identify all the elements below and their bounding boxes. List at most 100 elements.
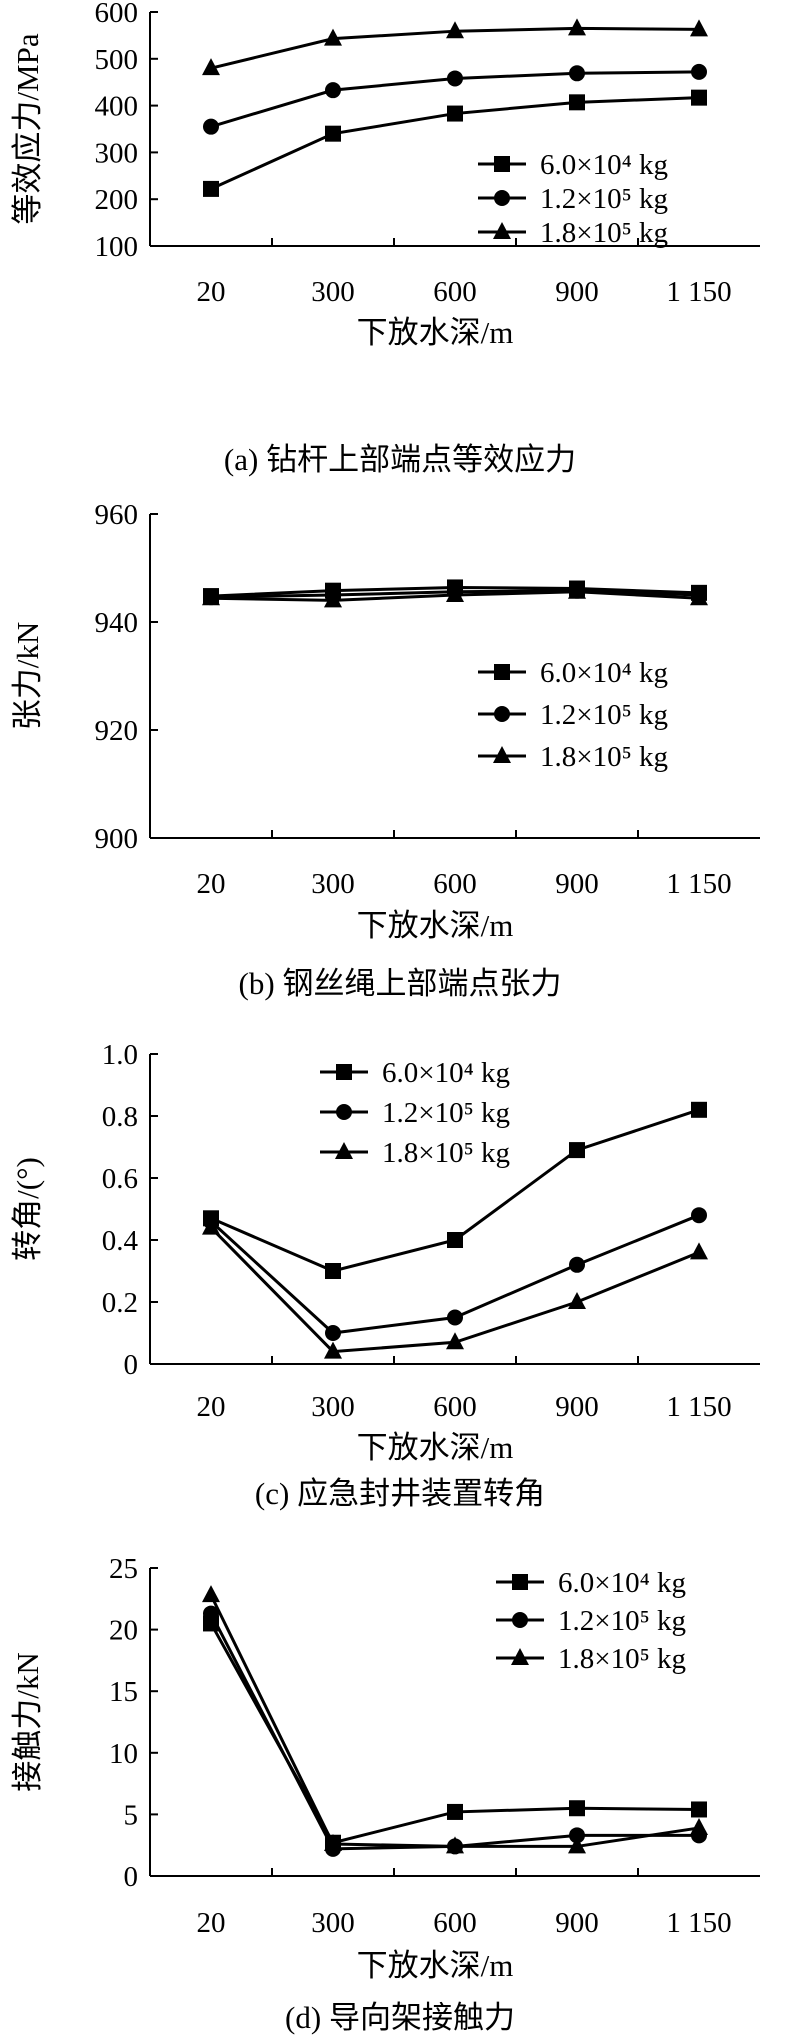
legend-c: 6.0×10⁴ kg 1.2×10⁵ kg 1.8×10⁵ kg (320, 1057, 510, 1169)
data-point (691, 63, 707, 80)
legend-label: 1.8×10⁵ kg (540, 217, 668, 249)
data-point (690, 1817, 708, 1835)
y-tick-label: 5 (124, 1799, 139, 1831)
x-axis-title: 下放水深/m (357, 315, 514, 350)
plot-area-a: 100 200 300 400 500 600 20 300 600 900 1 150 下放水深/m… (10, 0, 760, 350)
x-tick-label: 1 150 (666, 1907, 731, 1939)
data-point (202, 588, 220, 606)
data-point (324, 28, 342, 46)
y-tick-label: 900 (95, 823, 139, 855)
legend-label: 1.8×10⁵ kg (558, 1643, 686, 1675)
legend-label: 6.0×10⁴ kg (558, 1567, 686, 1599)
data-point (447, 1309, 463, 1326)
legend-marker (494, 190, 510, 206)
legend-item: 1.2×10⁵ kg (478, 699, 668, 731)
legend-item: 6.0×10⁴ kg (478, 657, 668, 689)
x-tick-label: 20 (197, 276, 226, 308)
series-a-2 (202, 18, 708, 76)
data-point (568, 581, 586, 599)
x-tick-label: 600 (433, 276, 477, 308)
data-point (447, 1232, 463, 1248)
x-tick-label: 300 (311, 868, 355, 900)
data-point (691, 1207, 707, 1224)
caption-c: (c) 应急封井装置转角 (254, 1476, 546, 1511)
data-point (446, 21, 464, 39)
y-tick-label: 1.0 (102, 1039, 138, 1071)
legend-label: 6.0×10⁴ kg (382, 1057, 510, 1089)
legend-marker (512, 1574, 528, 1590)
x-tick-label: 900 (555, 276, 599, 308)
y-axis-title: 转角/(°) (10, 1157, 45, 1261)
y-axis-title: 张力/kN (10, 622, 45, 731)
chart-panel-d: 0 5 10 15 20 25 20 300 600 900 1 150 下放水深/m 接触力/kN 6.… (0, 1520, 800, 2038)
caption-b: (b) 钢丝绳上部端点张力 (238, 966, 562, 1001)
x-axis-title: 下放水深/m (357, 908, 514, 943)
x-tick-label: 600 (433, 1907, 477, 1939)
legend-d: 6.0×10⁴ kg 1.2×10⁵ kg 1.8×10⁵ kg (496, 1567, 686, 1675)
y-tick-label: 940 (95, 607, 139, 639)
series-a-0 (203, 89, 707, 197)
legend-label: 1.8×10⁵ kg (540, 741, 668, 773)
data-point (690, 19, 708, 37)
chart-d-svg: 0 5 10 15 20 25 20 300 600 900 1 150 下放水深/m 接触力/kN 6.… (10, 1553, 760, 1983)
data-point (446, 585, 464, 602)
legend-item: 1.2×10⁵ kg (320, 1097, 510, 1129)
data-point (569, 1800, 585, 1817)
data-point (203, 118, 219, 135)
data-point (203, 1605, 219, 1622)
x-tick-label: 900 (555, 1907, 599, 1939)
y-tick-label: 0.6 (102, 1163, 138, 1195)
legend-item: 1.8×10⁵ kg (478, 217, 668, 249)
y-tick-label: 0.4 (102, 1225, 139, 1257)
series-a-1 (203, 63, 707, 135)
y-tick-label: 500 (95, 44, 139, 76)
legend-marker (336, 1104, 352, 1120)
y-tick-label: 0 (124, 1861, 139, 1893)
data-point (691, 89, 707, 106)
x-tick-label: 20 (197, 1391, 226, 1423)
plot-area-d: 0 5 10 15 20 25 20 300 600 900 1 150 下放水深/m 接触力/kN 6.… (10, 1553, 760, 1983)
series-d-2 (202, 1585, 708, 1854)
data-point (202, 1217, 220, 1235)
legend-marker (335, 1142, 353, 1159)
x-tick-label: 1 150 (666, 276, 731, 308)
data-point (691, 1101, 707, 1118)
series-b-2 (202, 581, 708, 608)
legend-label: 1.2×10⁵ kg (540, 699, 668, 731)
x-tick-label: 300 (311, 1907, 355, 1939)
y-tick-label: 600 (95, 0, 139, 29)
legend-marker (494, 664, 510, 680)
legend-marker (512, 1612, 528, 1628)
plot-area-c: 0 0.2 0.4 0.6 0.8 1.0 20 300 600 900 1 150 下放水深/m 转角… (10, 1039, 760, 1465)
chart-panel-c: 0 0.2 0.4 0.6 0.8 1.0 20 300 600 900 1 150 下放水深/m 转角… (0, 1010, 800, 1520)
data-point (447, 70, 463, 87)
data-point (569, 65, 585, 82)
x-tick-label: 600 (433, 868, 477, 900)
legend-a: 6.0×10⁴ kg1.2×10⁵ kg1.8×10⁵ kg (478, 149, 668, 249)
legend-marker (336, 1064, 352, 1080)
chart-b-svg: 900 920 940 960 20 300 600 900 1 150 下放水深/m 张力/kN 6… (10, 499, 760, 943)
legend-label: 1.2×10⁵ kg (540, 183, 668, 215)
y-tick-label: 400 (95, 91, 139, 123)
series-c-1 (203, 1207, 707, 1341)
data-point (568, 1836, 586, 1854)
data-point (203, 180, 219, 197)
chart-a-svg: 100 200 300 400 500 600 20 300 600 900 1 150 下放水深/m… (10, 0, 760, 350)
data-point (325, 1263, 341, 1279)
data-point (324, 590, 342, 608)
legend-marker (494, 156, 510, 172)
data-point (691, 1801, 707, 1818)
data-point (690, 1242, 708, 1260)
y-tick-label: 0.8 (102, 1101, 138, 1133)
x-tick-label: 900 (555, 868, 599, 900)
y-tick-label: 100 (95, 231, 139, 263)
legend-item: 6.0×10⁴ kg (496, 1567, 686, 1599)
series-c-2 (202, 1217, 708, 1359)
x-tick-label: 20 (197, 868, 226, 900)
x-axis-title: 下放水深/m (357, 1948, 514, 1983)
data-point (568, 1292, 586, 1309)
y-tick-label: 10 (109, 1738, 138, 1770)
data-point (324, 1833, 342, 1851)
legend-item: 1.8×10⁵ kg (496, 1643, 686, 1675)
